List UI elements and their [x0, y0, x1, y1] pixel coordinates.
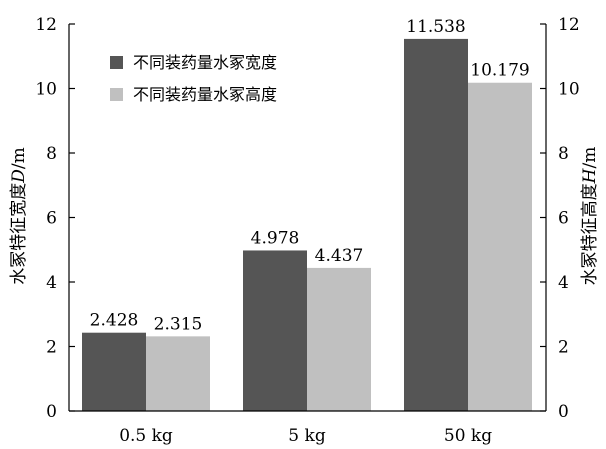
y-tick-label: 0 [46, 402, 57, 422]
y2-tick-label: 4 [558, 273, 569, 293]
x-tick-label: 5 kg [288, 426, 326, 446]
y-tick-label: 2 [46, 338, 57, 358]
bar-value-labels: 2.428 2.315 4.978 4.437 11.538 10.179 [90, 17, 530, 334]
y-axis-title-text: 水冢特征宽度 [9, 183, 29, 285]
y2-axis-title-symbol: H [580, 167, 600, 184]
bar-height-2 [468, 82, 532, 412]
y-axis-title-symbol: D [9, 169, 29, 184]
legend-swatch-width [110, 56, 123, 69]
bar-value-label: 2.315 [154, 314, 203, 334]
y2-tick-label: 2 [558, 338, 569, 358]
x-axis-tick-labels: 0.5 kg 5 kg 50 kg [119, 426, 492, 446]
bars-group [82, 38, 532, 412]
legend: 不同装药量水冢宽度 不同装药量水冢高度 [110, 53, 277, 104]
y-tick-label: 10 [35, 80, 57, 100]
y2-tick-label: 8 [558, 144, 569, 164]
y2-tick-label: 6 [558, 209, 569, 229]
bar-width-1 [243, 250, 307, 411]
y-tick-label: 8 [46, 144, 57, 164]
bar-width-0 [82, 332, 146, 411]
bar-value-label: 10.179 [470, 61, 529, 81]
x-tick-label: 0.5 kg [119, 426, 173, 446]
left-axis-ticks: 0 2 4 6 8 10 12 [35, 15, 75, 422]
y-tick-label: 12 [35, 15, 57, 35]
y2-tick-label: 0 [558, 402, 569, 422]
bar-value-label: 4.437 [315, 246, 364, 266]
legend-label-width: 不同装药量水冢宽度 [133, 53, 277, 72]
bar-height-0 [146, 336, 210, 411]
right-axis-ticks: 0 2 4 6 8 10 12 [540, 15, 580, 422]
y2-tick-label: 10 [558, 80, 580, 100]
legend-label-height: 不同装药量水冢高度 [133, 85, 277, 104]
x-tick-label: 50 kg [444, 426, 492, 446]
bar-value-label: 11.538 [406, 17, 465, 37]
y2-tick-label: 12 [558, 15, 580, 35]
y-axis-title-unit: /m [9, 147, 29, 169]
y2-axis-title-unit: /m [580, 147, 600, 169]
y2-axis-title-text: 水冢特征高度 [580, 183, 600, 285]
bar-value-label: 2.428 [90, 311, 139, 331]
bar-value-label: 4.978 [251, 228, 300, 248]
y-tick-label: 6 [46, 209, 57, 229]
y-tick-label: 4 [46, 273, 57, 293]
legend-swatch-height [110, 88, 123, 101]
bar-height-1 [307, 267, 371, 411]
bar-width-2 [404, 38, 468, 411]
y-axis-title: 水冢特征宽度D/m [9, 147, 29, 285]
y2-axis-title: 水冢特征高度H/m [580, 147, 600, 286]
